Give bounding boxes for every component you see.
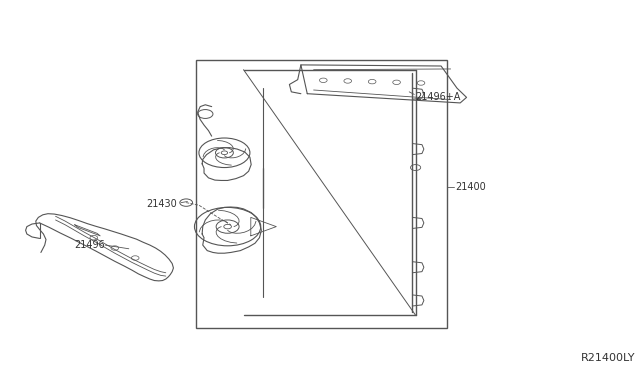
Text: 21400: 21400 xyxy=(455,182,486,192)
Text: R21400LY: R21400LY xyxy=(581,353,636,363)
Text: 21430: 21430 xyxy=(147,199,177,209)
Text: 21496+A: 21496+A xyxy=(415,92,461,102)
Text: 21496: 21496 xyxy=(75,240,106,250)
